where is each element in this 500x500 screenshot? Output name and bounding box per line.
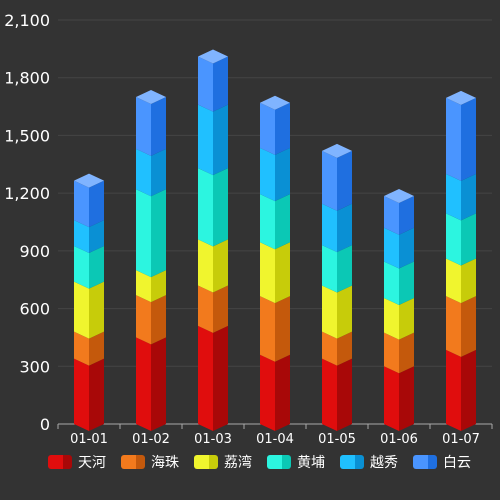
legend-label: 越秀 xyxy=(370,455,398,471)
bar-segment[interactable] xyxy=(198,168,228,247)
bar-segment[interactable] xyxy=(74,180,104,228)
bar-segment[interactable] xyxy=(446,258,476,304)
bar-top-cap xyxy=(260,95,290,110)
bar-segment[interactable] xyxy=(322,245,352,293)
bar-segment[interactable] xyxy=(446,97,476,181)
legend[interactable]: 天河 海珠 荔湾 黄埔 越秀 白云 xyxy=(48,454,471,471)
y-axis: 0 300 600 900 1,200 1,500 1,800 2,100 xyxy=(4,11,50,434)
bar-segment[interactable] xyxy=(322,203,352,253)
y-tick-label: 1,500 xyxy=(4,126,50,145)
bar-segment[interactable] xyxy=(136,337,166,431)
bar-segment[interactable] xyxy=(198,285,228,333)
bar-segment[interactable] xyxy=(384,261,414,305)
bar-segment[interactable] xyxy=(384,297,414,340)
legend-label: 海珠 xyxy=(151,455,179,471)
bar-top-cap xyxy=(446,90,476,105)
bar-segment[interactable] xyxy=(446,213,476,266)
bar-segment[interactable] xyxy=(322,285,352,339)
legend-item[interactable]: 黄埔 xyxy=(267,454,325,471)
bar-top-cap xyxy=(74,173,104,188)
bar-segment[interactable] xyxy=(446,296,476,357)
bar-segment[interactable] xyxy=(74,220,104,254)
bar-segment[interactable] xyxy=(322,331,352,366)
y-tick-label: 0 xyxy=(40,415,50,434)
y-tick-label: 1,200 xyxy=(4,184,50,203)
bar-segment[interactable] xyxy=(260,354,290,431)
y-tick-label: 2,100 xyxy=(4,11,50,30)
x-tick-label: 01-06 xyxy=(380,432,418,447)
bar-top-cap xyxy=(136,89,166,104)
legend-label: 荔湾 xyxy=(224,454,252,471)
y-tick-label: 300 xyxy=(19,357,50,376)
legend-item[interactable]: 荔湾 xyxy=(194,454,252,471)
bar-segment[interactable] xyxy=(384,196,414,235)
x-tick-label: 01-04 xyxy=(256,432,294,447)
bar-segment[interactable] xyxy=(74,246,104,289)
legend-item[interactable]: 越秀 xyxy=(340,455,398,471)
bar-segment[interactable] xyxy=(136,96,166,156)
bar-segment[interactable] xyxy=(322,358,352,431)
legend-label: 白云 xyxy=(443,455,471,471)
bar-segment[interactable] xyxy=(74,358,104,431)
x-tick-label: 01-02 xyxy=(132,432,170,447)
legend-label: 黄埔 xyxy=(297,454,325,471)
x-tick-label: 01-03 xyxy=(194,432,232,447)
y-tick-label: 900 xyxy=(19,242,50,261)
legend-item[interactable]: 海珠 xyxy=(121,455,179,471)
x-tick-label: 01-01 xyxy=(70,432,108,447)
bar-segment[interactable] xyxy=(74,281,104,339)
legend-item[interactable]: 白云 xyxy=(413,455,471,471)
bar-segment[interactable] xyxy=(384,227,414,269)
bar-segment[interactable] xyxy=(74,331,104,366)
bar-segment[interactable] xyxy=(198,56,228,112)
bar-segment[interactable] xyxy=(446,173,476,221)
bar-segment[interactable] xyxy=(322,150,352,211)
bar-segment[interactable] xyxy=(136,295,166,345)
bar-segment[interactable] xyxy=(260,102,290,155)
bar-segment[interactable] xyxy=(198,325,228,431)
bar-segment[interactable] xyxy=(198,104,228,176)
bar-top-cap xyxy=(384,189,414,204)
bar-segment[interactable] xyxy=(260,147,290,202)
bar-segment[interactable] xyxy=(446,349,476,431)
bar-segment[interactable] xyxy=(260,194,290,250)
x-tick-label: 01-05 xyxy=(318,432,356,447)
legend-item[interactable]: 天河 xyxy=(48,455,106,471)
bar-segment[interactable] xyxy=(384,332,414,374)
bars xyxy=(74,49,476,431)
bar-segment[interactable] xyxy=(136,189,166,278)
y-tick-label: 600 xyxy=(19,300,50,319)
bar-segment[interactable] xyxy=(136,148,166,197)
legend-label: 天河 xyxy=(78,455,106,471)
bar-segment[interactable] xyxy=(136,270,166,303)
bar-segment[interactable] xyxy=(384,366,414,431)
bar-segment[interactable] xyxy=(260,296,290,362)
bar-top-cap xyxy=(322,143,352,158)
y-tick-label: 1,800 xyxy=(4,69,50,88)
x-axis: 01-01 01-02 01-03 01-04 01-05 01-06 01-07 xyxy=(57,423,493,447)
x-tick-label: 01-07 xyxy=(442,432,480,447)
bar-segment[interactable] xyxy=(260,242,290,304)
bar-segment[interactable] xyxy=(198,239,228,293)
bar-top-cap xyxy=(198,49,228,64)
